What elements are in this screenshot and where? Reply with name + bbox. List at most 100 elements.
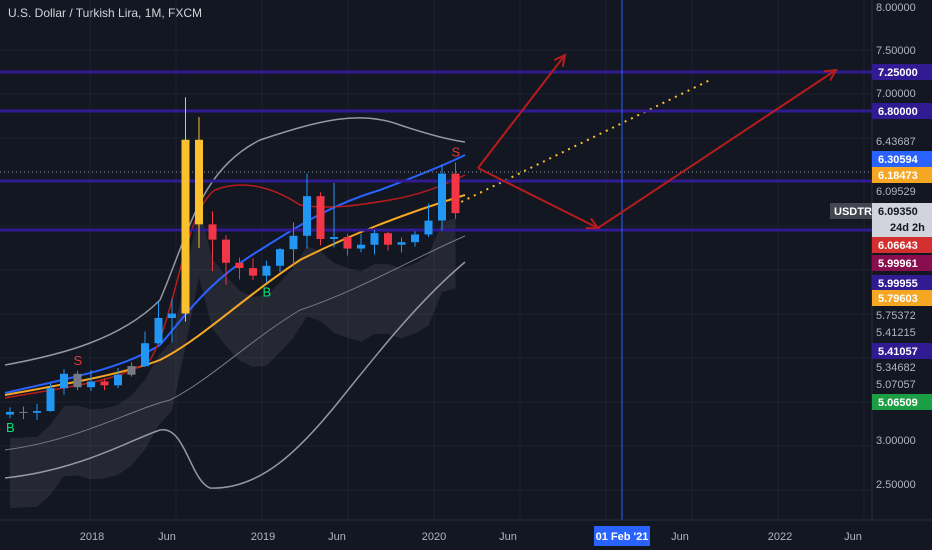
y-tick-label: 3.00000 xyxy=(876,435,916,447)
countdown-label: 24d 2h xyxy=(890,222,925,234)
y-tick-label: 6.09529 xyxy=(876,186,916,198)
slow-ma-line xyxy=(4,194,466,396)
candle-body xyxy=(222,239,230,263)
candle-body xyxy=(114,374,122,386)
candle-body xyxy=(451,173,460,214)
y-tick-label: 5.07057 xyxy=(876,379,916,391)
candle-body xyxy=(424,220,433,235)
price-badge-label: 6.06643 xyxy=(878,240,918,252)
candle-body xyxy=(195,139,203,225)
x-tick-label: Jun xyxy=(671,531,689,543)
red-ma-line xyxy=(4,174,466,399)
candle-body xyxy=(411,234,419,243)
volatility-band xyxy=(10,207,456,509)
price-badge xyxy=(872,103,932,119)
candle-body xyxy=(316,196,325,239)
price-badge xyxy=(872,290,932,306)
price-badge xyxy=(872,151,932,167)
x-tick-label: 2022 xyxy=(768,531,792,543)
crosshair-date-label: 01 Feb '21 xyxy=(596,531,649,543)
x-tick-label: 2018 xyxy=(80,531,104,543)
candle-body xyxy=(154,318,163,344)
price-badge xyxy=(872,275,932,291)
x-tick-label: 2020 xyxy=(422,531,446,543)
price-badge xyxy=(872,343,932,359)
symbol-tag xyxy=(830,203,874,219)
price-badge xyxy=(872,394,932,410)
candle-body xyxy=(127,366,136,375)
projection-dotted xyxy=(454,79,711,206)
signal-s: S xyxy=(74,353,83,368)
candle-body xyxy=(262,265,271,276)
y-tick-label: 2.50000 xyxy=(876,479,916,491)
candle-body xyxy=(343,237,352,249)
signal-b: B xyxy=(6,420,15,435)
y-tick-label: 5.34682 xyxy=(876,362,916,374)
price-badge-label: 6.80000 xyxy=(878,106,918,118)
y-tick-label: 6.43687 xyxy=(876,136,916,148)
y-tick-label: 5.41215 xyxy=(876,327,916,339)
candle-body xyxy=(289,235,298,250)
candle-body xyxy=(276,249,284,266)
crosshair-date-badge xyxy=(594,526,650,546)
price-badge xyxy=(872,64,932,80)
candle-body xyxy=(370,233,379,245)
y-tick-label: 5.75372 xyxy=(876,310,916,322)
candle-body xyxy=(181,139,190,314)
candle-body xyxy=(87,381,95,388)
candle-body xyxy=(46,388,55,411)
y-tick-label: 8.00000 xyxy=(876,2,916,14)
candle-body xyxy=(397,242,406,245)
arrow-recovery-scenario-head xyxy=(823,68,838,81)
price-badge xyxy=(872,255,932,271)
price-badge-label: 7.25000 xyxy=(878,67,918,79)
y-tick-label: 7.50000 xyxy=(876,45,916,57)
candle-body xyxy=(249,268,257,276)
candle-body xyxy=(33,411,41,413)
arrow-down-scenario xyxy=(477,167,599,229)
price-badge xyxy=(872,237,932,253)
candle-body xyxy=(6,411,14,415)
candle-body xyxy=(384,233,392,245)
price-badge xyxy=(872,167,932,183)
candle-body xyxy=(438,173,446,221)
candle-body xyxy=(168,313,176,318)
upper-envelope xyxy=(4,117,466,366)
mid-lower-line xyxy=(4,235,466,451)
candle-body xyxy=(357,244,365,249)
candle-body xyxy=(19,411,28,413)
time-axis xyxy=(0,520,932,550)
candle-body xyxy=(303,196,311,236)
candle-body xyxy=(73,373,82,388)
x-tick-label: Jun xyxy=(844,531,862,543)
symbol-tag-label: USDTRY xyxy=(834,206,879,218)
candle-body xyxy=(208,224,217,240)
chart-title: U.S. Dollar / Turkish Lira, 1M, FXCM xyxy=(8,6,203,20)
price-badge-label: 5.06509 xyxy=(878,397,918,409)
candle-body xyxy=(100,381,109,386)
arrow-up-scenario-head xyxy=(553,53,567,67)
candle-body xyxy=(235,262,244,269)
candle-body xyxy=(330,237,338,239)
candle-body xyxy=(60,373,68,389)
x-tick-label: Jun xyxy=(499,531,517,543)
price-badge-label: 6.18473 xyxy=(878,170,918,182)
x-tick-label: Jun xyxy=(158,531,176,543)
price-badge-label: 5.79603 xyxy=(878,293,918,305)
y-tick-label: 7.00000 xyxy=(876,88,916,100)
candle-body xyxy=(141,343,149,367)
x-tick-label: Jun xyxy=(328,531,346,543)
lower-envelope xyxy=(4,261,466,489)
signal-s: S xyxy=(452,144,461,159)
price-badge-label: 6.30594 xyxy=(878,154,919,166)
arrow-up-scenario xyxy=(477,54,566,169)
price-badge-label: 5.99955 xyxy=(878,278,918,290)
signal-b: B xyxy=(263,285,272,300)
current-price-badge xyxy=(872,203,932,237)
x-tick-label: 2019 xyxy=(251,531,275,543)
price-badge-label: 5.41057 xyxy=(878,346,918,358)
current-price-label: 6.09350 xyxy=(878,206,918,218)
arrow-recovery-scenario xyxy=(597,69,837,229)
